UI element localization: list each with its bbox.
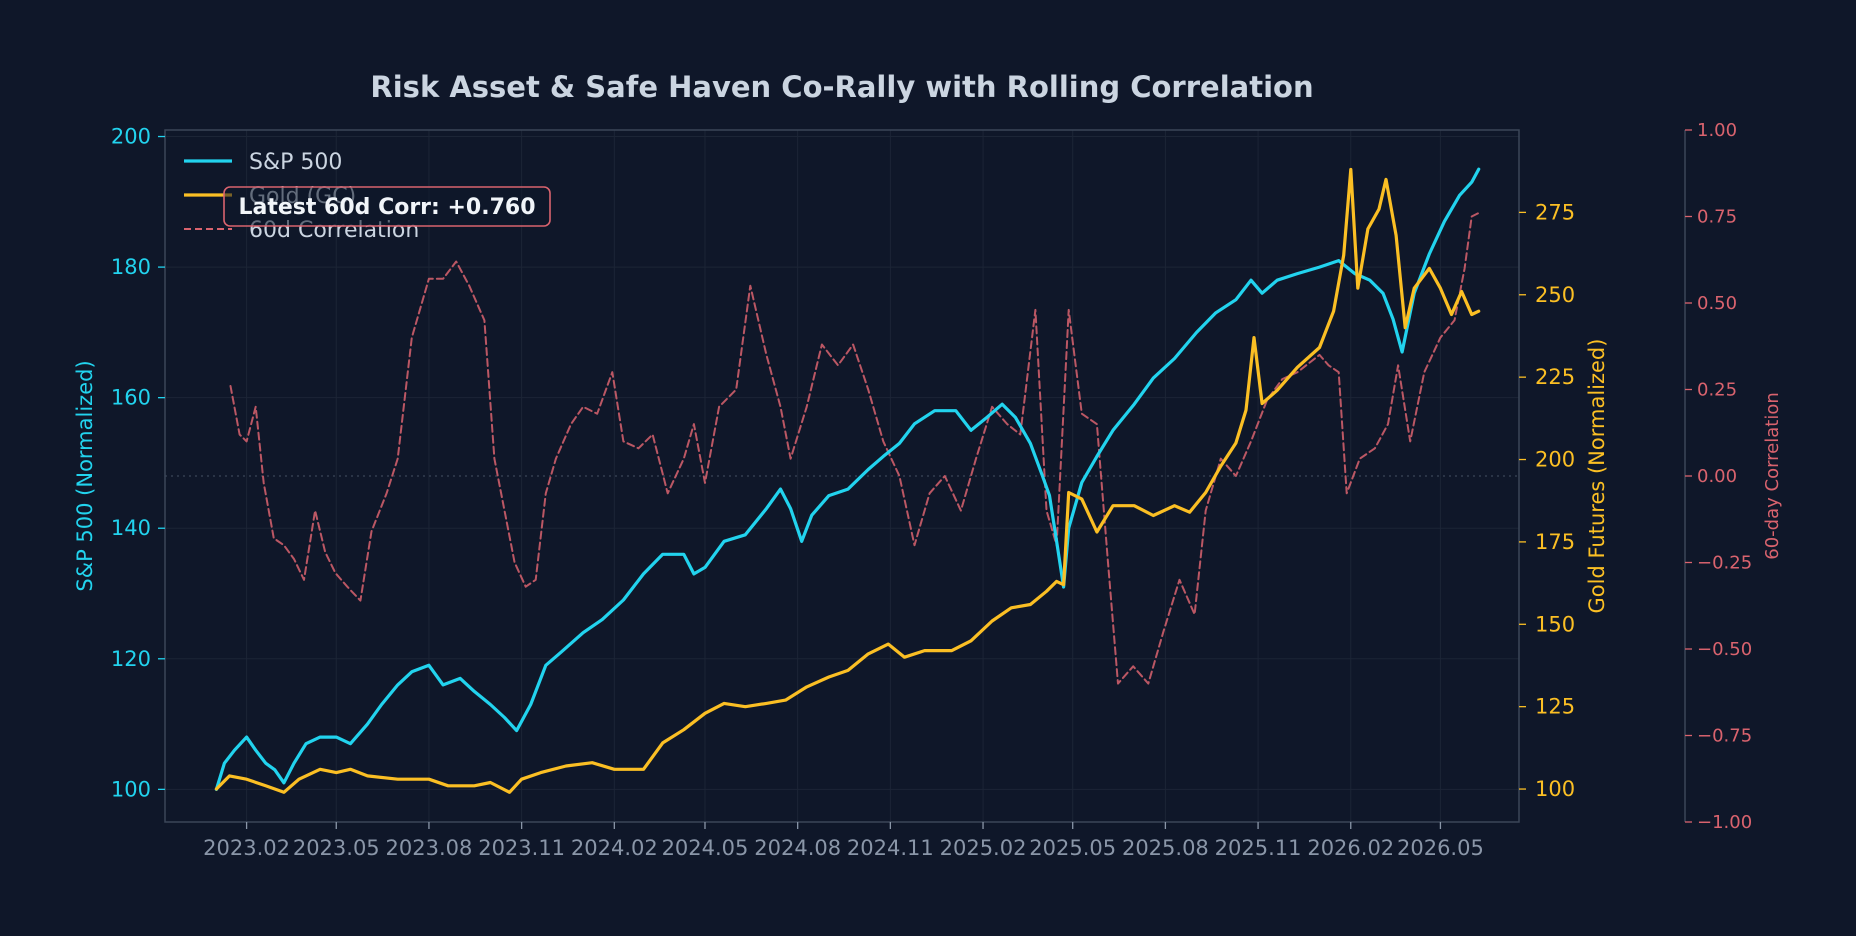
y-left-tick-label: 120 [111, 647, 151, 671]
y-corr-tick-label: −0.50 [1697, 639, 1752, 660]
series-line-sp [214, 167, 1481, 791]
plot-frame [164, 129, 1520, 823]
y-right-tick-label: 200 [1535, 448, 1575, 472]
x-tick-label: 2024.11 [847, 836, 934, 860]
y-corr-tick-label: −0.75 [1697, 726, 1752, 747]
x-tick-label: 2024.05 [662, 836, 749, 860]
x-tick-label: 2024.08 [754, 836, 841, 860]
x-tick-label: 2023.08 [386, 836, 473, 860]
x-tick-label: 2025.02 [940, 836, 1027, 860]
y-left-tick-label: 200 [111, 125, 151, 149]
y-right-axis-label: Gold Futures (Normalized) [1585, 339, 1609, 614]
annotation-text: Latest 60d Corr: +0.760 [238, 195, 535, 220]
x-tick-label: 2025.08 [1122, 836, 1209, 860]
series-layer [214, 167, 1481, 794]
y-right-tick-label: 225 [1535, 365, 1575, 389]
y-corr-tick-label: −1.00 [1697, 812, 1752, 833]
x-tick-label: 2024.02 [571, 836, 658, 860]
y-left-tick-label: 160 [111, 386, 151, 410]
x-tick-label: 2025.11 [1215, 836, 1302, 860]
legend-label: S&P 500 [249, 150, 342, 175]
x-tick-label: 2023.05 [293, 836, 380, 860]
series-line-gold [214, 167, 1481, 794]
y-right-tick-label: 250 [1535, 283, 1575, 307]
series-line-corr [229, 212, 1480, 685]
y-right-tick-label: 175 [1535, 530, 1575, 554]
y-corr-tick-label: −0.25 [1697, 553, 1752, 574]
x-tick-label: 2026.02 [1307, 836, 1394, 860]
x-tick-label: 2023.02 [203, 836, 290, 860]
y-left-tick-label: 140 [111, 516, 151, 540]
y-right-tick-label: 275 [1535, 200, 1575, 224]
chart-title: Risk Asset & Safe Haven Co-Rally with Ro… [370, 70, 1313, 104]
y-corr-tick-label: 0.75 [1697, 207, 1737, 228]
x-tick-label: 2025.05 [1029, 836, 1116, 860]
x-tick-label: 2026.05 [1397, 836, 1484, 860]
y-corr-tick-label: 0.00 [1697, 466, 1737, 487]
y-corr-axis-label: 60-day Correlation [1762, 392, 1783, 559]
y-left-tick-label: 180 [111, 255, 151, 279]
grid [165, 130, 1519, 822]
y-left-axis-label: S&P 500 (Normalized) [73, 360, 97, 591]
y-corr-tick-label: 1.00 [1697, 120, 1737, 141]
y-corr-tick-label: 0.25 [1697, 380, 1737, 401]
y-left-tick-label: 100 [111, 777, 151, 801]
correlation-annotation: Latest 60d Corr: +0.760 [223, 186, 551, 227]
y-right-tick-label: 150 [1535, 612, 1575, 636]
axes: 2023.02 2023.05 2023.08 2023.11 2024.02 2024.… [73, 120, 1783, 860]
y-right-tick-label: 125 [1535, 695, 1575, 719]
annotation-box [223, 186, 551, 227]
y-corr-tick-label: 0.50 [1697, 293, 1737, 314]
x-tick-label: 2023.11 [478, 836, 565, 860]
y-right-tick-label: 100 [1535, 777, 1575, 801]
